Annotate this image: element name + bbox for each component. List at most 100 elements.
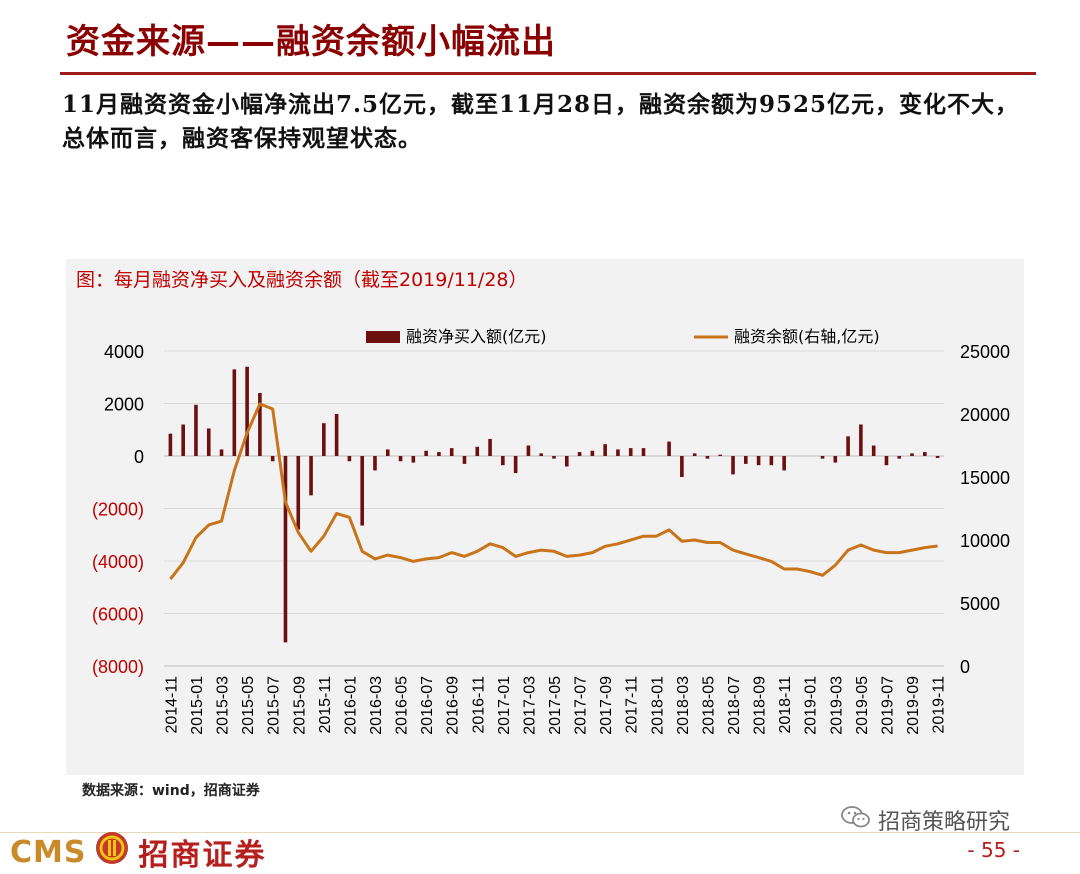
wechat-label: 招商策略研究	[878, 810, 1011, 835]
x-axis-tick-label: 2018-09	[752, 676, 769, 735]
x-axis-tick-label: 2017-05	[547, 676, 564, 735]
bar-net-buy	[820, 456, 825, 459]
x-axis-tick-label: 2015-07	[266, 676, 283, 735]
bar-net-buy	[245, 366, 249, 456]
x-axis-tick-label: 2016-07	[419, 676, 436, 735]
wechat-icon	[840, 804, 872, 836]
bar-net-buy	[322, 423, 326, 456]
x-axis-tick-label: 2019-03	[828, 676, 845, 735]
bar-net-buy	[385, 449, 390, 456]
combo-chart: 400020000(2000)(4000)(6000)(8000)2500020…	[92, 327, 1010, 735]
x-axis-tick-label: 2014-11	[163, 676, 180, 734]
bar-net-buy	[756, 456, 761, 466]
x-axis-tick-label: 2019-11	[931, 676, 948, 734]
bar-net-buy	[296, 456, 301, 530]
x-axis-tick-label: 2019-07	[879, 676, 896, 735]
bar-net-buy	[462, 456, 467, 464]
wechat-account[interactable]: 招商策略研究	[840, 804, 1010, 836]
title-divider	[60, 72, 1036, 75]
x-axis-tick-label: 2019-01	[803, 676, 820, 735]
brand-emblem-icon	[94, 830, 130, 874]
bar-net-buy	[577, 452, 582, 456]
line-margin-balance	[169, 402, 938, 581]
bar-net-buy	[718, 454, 723, 456]
x-axis-tick-label: 2018-01	[649, 676, 666, 735]
bar-net-buy	[168, 433, 173, 456]
brand-name: 招商证券	[138, 838, 267, 873]
x-axis-tick-label: 2015-03	[215, 676, 232, 735]
bar-net-buy	[437, 452, 441, 456]
right-axis-tick-label: 0	[960, 657, 970, 677]
x-axis-tick-label: 2018-07	[726, 676, 743, 735]
left-axis-tick-label: (6000)	[92, 605, 144, 625]
x-axis-tick-label: 2018-05	[700, 676, 717, 735]
bar-net-buy	[705, 456, 710, 459]
bar-net-buy	[667, 441, 671, 456]
bar-net-buy	[424, 450, 428, 456]
bar-net-buy	[897, 456, 902, 459]
bar-net-buy	[219, 449, 224, 456]
x-axis-tick-label: 2017-01	[496, 676, 513, 735]
bar-net-buy	[833, 456, 838, 463]
left-axis-tick-label: 2000	[104, 395, 144, 415]
bar-net-buy	[910, 453, 914, 456]
bar-net-buy	[590, 450, 595, 456]
x-axis-tick-label: 2018-03	[675, 676, 692, 735]
bar-net-buy	[513, 456, 518, 474]
bar-net-buy	[731, 456, 735, 475]
x-axis-tick-label: 2016-05	[394, 676, 411, 735]
bar-net-buy	[181, 424, 185, 456]
bar-net-buy	[258, 393, 262, 456]
bar-net-buy	[769, 456, 774, 466]
right-axis-tick-label: 5000	[960, 594, 1000, 614]
bar-net-buy	[680, 456, 684, 477]
bar-net-buy	[923, 452, 927, 456]
x-axis-tick-label: 2018-11	[777, 676, 794, 734]
bar-net-buy	[270, 456, 275, 462]
bar-net-buy	[206, 428, 211, 456]
x-axis-tick-label: 2016-03	[368, 676, 385, 735]
bar-net-buy	[526, 445, 531, 456]
brand-latin: CMS	[10, 834, 87, 870]
bar-net-buy	[360, 456, 364, 526]
bar-net-buy	[616, 449, 620, 456]
bar-net-buy	[552, 456, 556, 459]
chart-title: 图：每月融资净买入及融资余额（截至2019/11/28）	[76, 269, 528, 291]
x-axis-tick-label: 2015-05	[240, 676, 257, 735]
page-number: - 55 -	[967, 838, 1020, 862]
bar-net-buy	[347, 456, 352, 462]
bar-net-buy	[871, 445, 876, 456]
bar-net-buy	[309, 456, 313, 496]
bar-net-buy	[859, 424, 863, 456]
bar-net-buy	[283, 456, 288, 643]
brand-logo: CMS 招商证券	[10, 830, 266, 874]
right-axis-tick-label: 15000	[960, 468, 1010, 488]
legend-label-line: 融资余额(右轴,亿元)	[734, 327, 880, 346]
x-axis-tick-label: 2015-11	[317, 676, 334, 734]
bar-net-buy	[641, 448, 646, 456]
x-axis-tick-label: 2016-01	[342, 676, 359, 735]
summary-text: 11月融资资金小幅净流出7.5亿元，截至11月28日，融资余额为9525亿元，变…	[62, 91, 1020, 152]
bar-net-buy	[501, 456, 505, 466]
bar-net-buy	[334, 414, 339, 456]
left-axis-tick-label: 0	[134, 447, 144, 467]
x-axis-tick-label: 2017-11	[624, 676, 641, 734]
right-axis-tick-label: 25000	[960, 342, 1010, 362]
right-axis-tick-label: 10000	[960, 531, 1010, 551]
bar-net-buy	[935, 456, 940, 458]
bar-net-buy	[564, 456, 569, 467]
page-title: 资金来源——融资余额小幅流出	[66, 22, 556, 62]
bar-net-buy	[488, 438, 492, 456]
left-axis-tick-label: 4000	[104, 342, 144, 362]
left-axis-tick-label: (4000)	[92, 552, 144, 572]
bar-net-buy	[603, 444, 607, 456]
left-axis-tick-label: (2000)	[92, 500, 144, 520]
bar-net-buy	[449, 448, 454, 456]
bar-net-buy	[475, 446, 480, 456]
x-axis-tick-label: 2017-07	[573, 676, 590, 735]
x-axis-tick-label: 2015-09	[291, 676, 308, 735]
chart-panel: 图：每月融资净买入及融资余额（截至2019/11/28） 4000 2000 0 (2…	[66, 259, 1024, 775]
x-axis-tick-label: 2015-01	[189, 676, 206, 735]
bar-net-buy	[782, 456, 786, 471]
legend-label-bar: 融资净买入额(亿元)	[406, 327, 547, 346]
